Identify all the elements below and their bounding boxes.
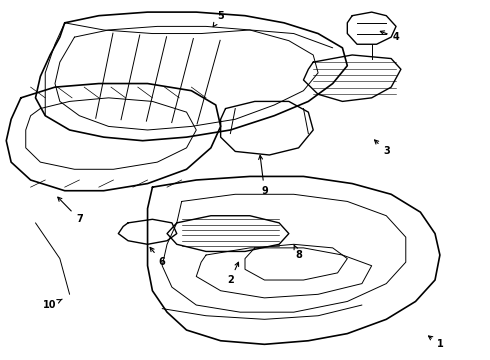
Text: 7: 7 [58, 197, 83, 224]
Text: 5: 5 [213, 11, 224, 27]
Text: 4: 4 [380, 31, 399, 42]
Text: 9: 9 [259, 156, 268, 196]
Text: 2: 2 [227, 262, 239, 285]
Text: 8: 8 [294, 245, 302, 260]
Text: 10: 10 [43, 299, 62, 310]
Text: 1: 1 [429, 336, 443, 349]
Text: 6: 6 [150, 247, 166, 267]
Text: 3: 3 [374, 140, 390, 157]
